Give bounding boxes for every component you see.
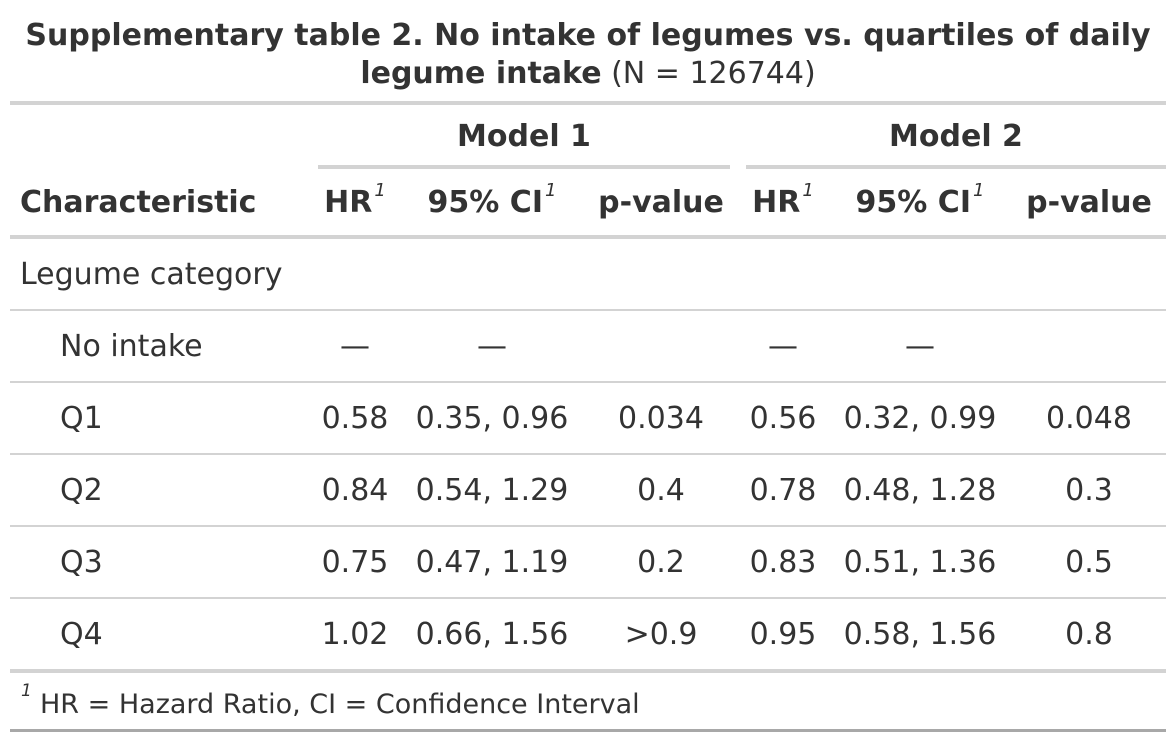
row-label: Q2 [60, 472, 103, 508]
cell-ci-model-2: 0.51, 1.36 [843, 544, 997, 580]
footnote-marker: 1 [374, 179, 386, 201]
header-characteristic: Characteristic [20, 184, 257, 220]
row-label: Q1 [60, 400, 103, 436]
cell-ci-model-1: 0.54, 1.29 [415, 472, 569, 508]
table-row: Legume category [10, 239, 1166, 309]
cell-hr-model-2: — [768, 328, 798, 364]
cell-pvalue-model-1: 0.4 [637, 472, 685, 508]
cell-hr-model-1: 0.84 [321, 472, 389, 508]
header-hr-label: HR [752, 184, 801, 220]
row-divider [10, 309, 1166, 311]
cell-pvalue-model-1: >0.9 [624, 616, 698, 652]
table-title-n: (N = 126744) [611, 56, 816, 91]
cell-pvalue-model-2: 0.3 [1065, 472, 1113, 508]
top-rule [10, 101, 1166, 105]
spanner-model-2-rule [746, 165, 1166, 169]
header-ci-model-2: 95% CI 1 [838, 169, 1002, 235]
column-header-row: Characteristic HR 1 95% CI 1 p-value HR 1 9… [10, 169, 1166, 235]
cell-ci-model-1: 0.66, 1.56 [415, 616, 569, 652]
cell-hr-model-2: 0.56 [749, 400, 817, 436]
cell-pvalue-model-2: 0.8 [1065, 616, 1113, 652]
cell-pvalue-model-1: 0.2 [637, 544, 685, 580]
cell-hr-model-2: 0.78 [749, 472, 817, 508]
footnote-number: 1 [21, 681, 32, 701]
table-row: Q4 1.02 0.66, 1.56 >0.9 0.95 0.58, 1.56 … [10, 599, 1166, 669]
table-footnote: 1 HR = Hazard Ratio, CI = Confidence Int… [10, 673, 1166, 729]
row-label: Legume category [20, 256, 283, 292]
row-label: Q3 [60, 544, 103, 580]
cell-ci-model-2: 0.58, 1.56 [843, 616, 997, 652]
header-pvalue-model-1: p-value [598, 184, 724, 220]
footnote-marker: 1 [544, 179, 557, 201]
cell-pvalue-model-2: 0.048 [1046, 400, 1132, 436]
cell-hr-model-2: 0.83 [749, 544, 817, 580]
header-pvalue-model-2: p-value [1026, 184, 1152, 220]
row-divider [10, 597, 1166, 599]
row-label: No intake [60, 328, 203, 364]
cell-hr-model-1: 0.75 [321, 544, 389, 580]
row-divider [10, 525, 1166, 527]
cell-ci-model-2: 0.32, 0.99 [843, 400, 997, 436]
cell-ci-model-1: 0.35, 0.96 [415, 400, 569, 436]
cell-hr-model-1: 0.58 [321, 400, 389, 436]
spanner-model-1: Model 1 [457, 119, 591, 154]
cell-ci-model-2: 0.48, 1.28 [843, 472, 997, 508]
header-bottom-rule [10, 235, 1166, 239]
cell-pvalue-model-2: 0.5 [1065, 544, 1113, 580]
cell-pvalue-model-1: 0.034 [618, 400, 704, 436]
cell-pvalue-model-2 [1014, 311, 1164, 381]
header-hr-model-1: HR 1 [310, 169, 400, 235]
spanner-header: Model 1 Model 2 [10, 105, 1166, 169]
cell-ci-model-2: — [905, 328, 935, 364]
results-table: Supplementary table 2. No intake of legu… [10, 0, 1166, 732]
cell-ci-model-1: — [477, 328, 507, 364]
footnote-marker: 1 [972, 179, 985, 201]
spanner-model-1-rule [318, 165, 730, 169]
table-row: Q3 0.75 0.47, 1.19 0.2 0.83 0.51, 1.36 0… [10, 527, 1166, 597]
footnote-marker: 1 [802, 179, 814, 201]
cell-hr-model-2: 0.95 [749, 616, 817, 652]
row-divider [10, 453, 1166, 455]
header-ci-label: 95% CI [427, 184, 543, 220]
cell-hr-model-1: — [340, 328, 370, 364]
table-row: Q1 0.58 0.35, 0.96 0.034 0.56 0.32, 0.99… [10, 383, 1166, 453]
table-title: Supplementary table 2. No intake of legu… [10, 0, 1166, 101]
footnote-text: HR = Hazard Ratio, CI = Confidence Inter… [40, 689, 640, 720]
table-row: Q2 0.84 0.54, 1.29 0.4 0.78 0.48, 1.28 0… [10, 455, 1166, 525]
row-divider [10, 381, 1166, 383]
spanner-model-2: Model 2 [889, 119, 1023, 154]
footnote-bottom-rule [10, 729, 1166, 732]
header-hr-label: HR [324, 184, 373, 220]
header-ci-model-1: 95% CI 1 [410, 169, 574, 235]
row-label: Q4 [60, 616, 103, 652]
header-hr-model-2: HR 1 [738, 169, 828, 235]
cell-ci-model-1: 0.47, 1.19 [415, 544, 569, 580]
cell-pvalue-model-1 [586, 311, 736, 381]
table-bottom-rule [10, 669, 1166, 673]
table-title-bold: Supplementary table 2. No intake of legu… [25, 18, 1151, 91]
table-row: No intake — — — — [10, 311, 1166, 381]
header-ci-label: 95% CI [855, 184, 971, 220]
cell-hr-model-1: 1.02 [321, 616, 389, 652]
